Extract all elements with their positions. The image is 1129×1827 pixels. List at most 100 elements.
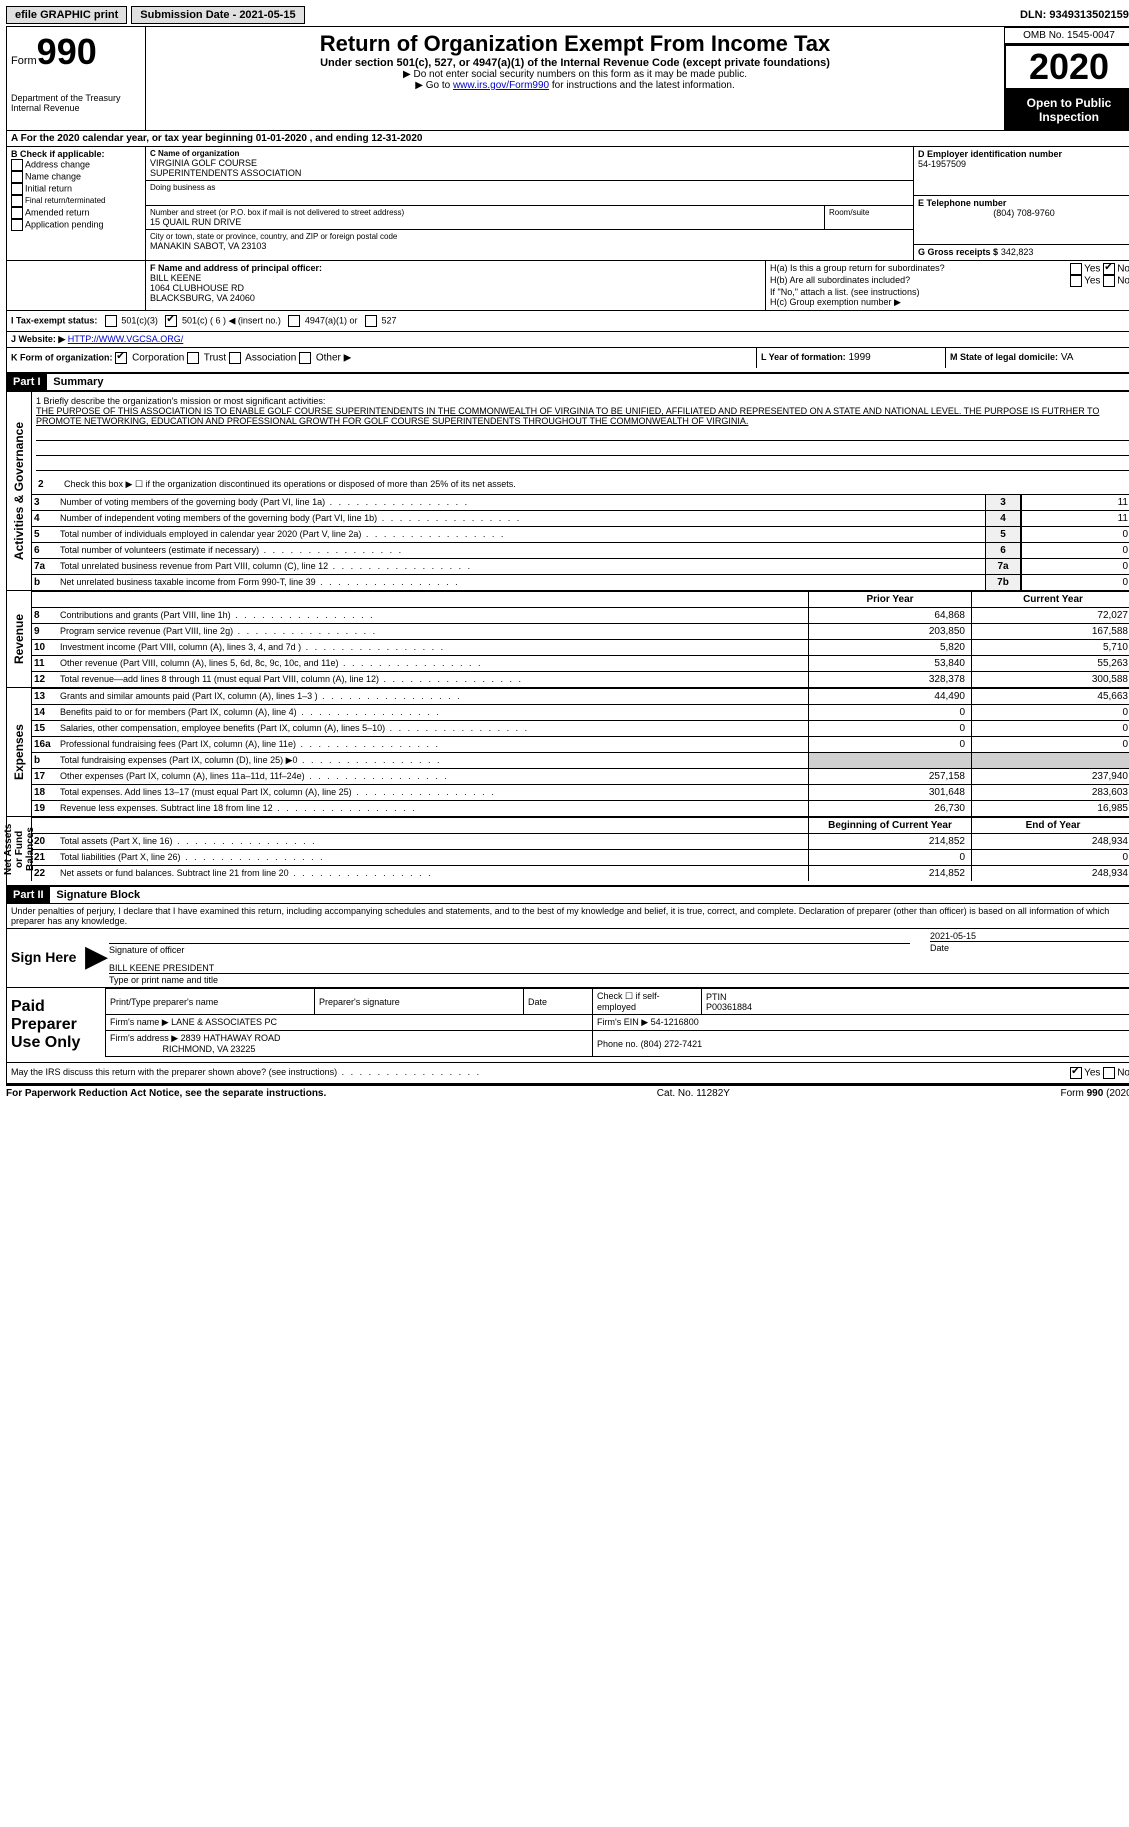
side-revenue: Revenue — [10, 608, 28, 670]
summary-line: 16aProfessional fundraising fees (Part I… — [32, 736, 1129, 752]
balances-section: Net Assets or Fund Balances Beginning of… — [7, 816, 1129, 881]
hb-yes[interactable] — [1070, 275, 1082, 287]
footer-left: For Paperwork Reduction Act Notice, see … — [6, 1088, 326, 1099]
topbar: efile GRAPHIC print Submission Date - 20… — [6, 6, 1129, 24]
summary-line: 20Total assets (Part X, line 16)214,8522… — [32, 833, 1129, 849]
city: MANAKIN SABOT, VA 23103 — [150, 241, 909, 251]
check-initial[interactable] — [11, 183, 23, 195]
revenue-section: Revenue Prior Year Current Year 8Contrib… — [7, 590, 1129, 687]
arrow-icon: ▶ — [85, 929, 105, 987]
sig-date: 2021-05-15 — [930, 931, 1129, 941]
form-title: Return of Organization Exempt From Incom… — [154, 31, 996, 57]
part1-header: Part I Summary — [7, 372, 1129, 391]
i-4947[interactable] — [288, 315, 300, 327]
check-amended[interactable] — [11, 207, 23, 219]
irs-link[interactable]: www.irs.gov/Form990 — [453, 80, 549, 91]
summary-line: 18Total expenses. Add lines 13–17 (must … — [32, 784, 1129, 800]
ha-yes[interactable] — [1070, 263, 1082, 275]
state-domicile: VA — [1061, 352, 1074, 363]
i-501c[interactable] — [165, 315, 177, 327]
summary-line: 19Revenue less expenses. Subtract line 1… — [32, 800, 1129, 816]
ha-no[interactable] — [1103, 263, 1115, 275]
officer-name: BILL KEENE — [150, 273, 761, 283]
i-501c3[interactable] — [105, 315, 117, 327]
k-assoc[interactable] — [229, 352, 241, 364]
tax-year: 2020 — [1004, 44, 1129, 90]
footer-right: Form 990 (2020) — [1061, 1088, 1129, 1099]
section-b: B Check if applicable: Address change Na… — [7, 147, 146, 260]
summary-line: 22Net assets or fund balances. Subtract … — [32, 865, 1129, 881]
page-footer: For Paperwork Reduction Act Notice, see … — [6, 1084, 1129, 1099]
sections-f-h: F Name and address of principal officer:… — [7, 260, 1129, 310]
section-h: H(a) Is this a group return for subordin… — [766, 261, 1129, 310]
check-final[interactable] — [11, 195, 23, 207]
check-address[interactable] — [11, 159, 23, 171]
omb-number: OMB No. 1545-0047 — [1004, 27, 1129, 44]
efile-button[interactable]: efile GRAPHIC print — [6, 6, 127, 24]
website-link[interactable]: HTTP://WWW.VGCSA.ORG/ — [68, 334, 184, 344]
officer-addr2: BLACKSBURG, VA 24060 — [150, 293, 761, 303]
section-i: I Tax-exempt status: 501(c)(3) 501(c) ( … — [7, 310, 1129, 331]
summary-line: 9Program service revenue (Part VIII, lin… — [32, 623, 1129, 639]
instructions-note: ▶ Go to www.irs.gov/Form990 for instruct… — [154, 80, 996, 91]
hb-no[interactable] — [1103, 275, 1115, 287]
part2-header: Part II Signature Block — [7, 885, 1129, 904]
officer-name-title: BILL KEENE PRESIDENT — [109, 963, 1129, 973]
form-id-col: Form990 Department of the Treasury Inter… — [7, 27, 146, 130]
dln-label: DLN: 93493135021591 — [1020, 9, 1129, 21]
org-name-2: SUPERINTENDENTS ASSOCIATION — [150, 168, 909, 178]
paid-preparer-label: Paid Preparer Use Only — [7, 988, 105, 1062]
section-j: J Website: ▶ HTTP://WWW.VGCSA.ORG/ — [7, 331, 1129, 347]
check-name[interactable] — [11, 171, 23, 183]
year-col: OMB No. 1545-0047 2020 Open to Public In… — [1004, 27, 1129, 130]
sections-k-l-m: K Form of organization: Corporation Trus… — [7, 347, 1129, 368]
check-app[interactable] — [11, 219, 23, 231]
side-balances: Net Assets or Fund Balances — [1, 817, 38, 881]
org-name-1: VIRGINIA GOLF COURSE — [150, 158, 909, 168]
submission-date: Submission Date - 2021-05-15 — [131, 6, 304, 24]
phone: (804) 708-9760 — [918, 208, 1129, 218]
summary-line: 21Total liabilities (Part X, line 26)00 — [32, 849, 1129, 865]
street: 15 QUAIL RUN DRIVE — [150, 217, 820, 227]
footer-cat: Cat. No. 11282Y — [657, 1088, 730, 1099]
i-527[interactable] — [365, 315, 377, 327]
sign-here-block: Sign Here ▶ Signature of officer 2021-05… — [7, 929, 1129, 988]
sign-here-label: Sign Here — [7, 929, 85, 987]
summary-line: 6Total number of volunteers (estimate if… — [32, 542, 1129, 558]
mission-text: THE PURPOSE OF THIS ASSOCIATION IS TO EN… — [36, 406, 1129, 426]
ptin: P00361884 — [706, 1002, 752, 1012]
firm-addr2: RICHMOND, VA 23225 — [163, 1044, 256, 1054]
summary-line: 5Total number of individuals employed in… — [32, 526, 1129, 542]
discuss-no[interactable] — [1103, 1067, 1115, 1079]
ein: 54-1957509 — [918, 159, 1129, 169]
gross-receipts: 342,823 — [1001, 247, 1034, 257]
sections-d-e-g: D Employer identification number 54-1957… — [913, 147, 1129, 260]
k-other[interactable] — [299, 352, 311, 364]
k-corp[interactable] — [115, 352, 127, 364]
summary-line: 11Other revenue (Part VIII, column (A), … — [32, 655, 1129, 671]
summary-line: 12Total revenue—add lines 8 through 11 (… — [32, 671, 1129, 687]
summary-line: 17Other expenses (Part IX, column (A), l… — [32, 768, 1129, 784]
sections-b-to-g: B Check if applicable: Address change Na… — [7, 146, 1129, 260]
side-governance: Activities & Governance — [10, 416, 28, 566]
summary-line: 7aTotal unrelated business revenue from … — [32, 558, 1129, 574]
firm-name: LANE & ASSOCIATES PC — [171, 1017, 277, 1027]
form-subtitle: Under section 501(c), 527, or 4947(a)(1)… — [154, 57, 996, 69]
year-formation: 1999 — [848, 352, 870, 363]
summary-line: 4Number of independent voting members of… — [32, 510, 1129, 526]
section-c: C Name of organization VIRGINIA GOLF COU… — [146, 147, 913, 260]
open-inspection: Open to Public Inspection — [1004, 90, 1129, 130]
title-col: Return of Organization Exempt From Incom… — [146, 27, 1004, 130]
firm-ein: 54-1216800 — [651, 1017, 699, 1027]
k-trust[interactable] — [187, 352, 199, 364]
firm-addr1: 2839 HATHAWAY ROAD — [181, 1033, 281, 1043]
form-number: 990 — [37, 31, 97, 72]
side-expenses: Expenses — [10, 718, 28, 786]
expenses-section: Expenses 13Grants and similar amounts pa… — [7, 687, 1129, 816]
section-a: A For the 2020 calendar year, or tax yea… — [7, 130, 1129, 146]
dept-treasury: Department of the Treasury — [11, 93, 141, 103]
summary-line: bTotal fundraising expenses (Part IX, co… — [32, 752, 1129, 768]
perjury-text: Under penalties of perjury, I declare th… — [7, 904, 1129, 929]
discuss-yes[interactable] — [1070, 1067, 1082, 1079]
summary-line: 3Number of voting members of the governi… — [32, 494, 1129, 510]
